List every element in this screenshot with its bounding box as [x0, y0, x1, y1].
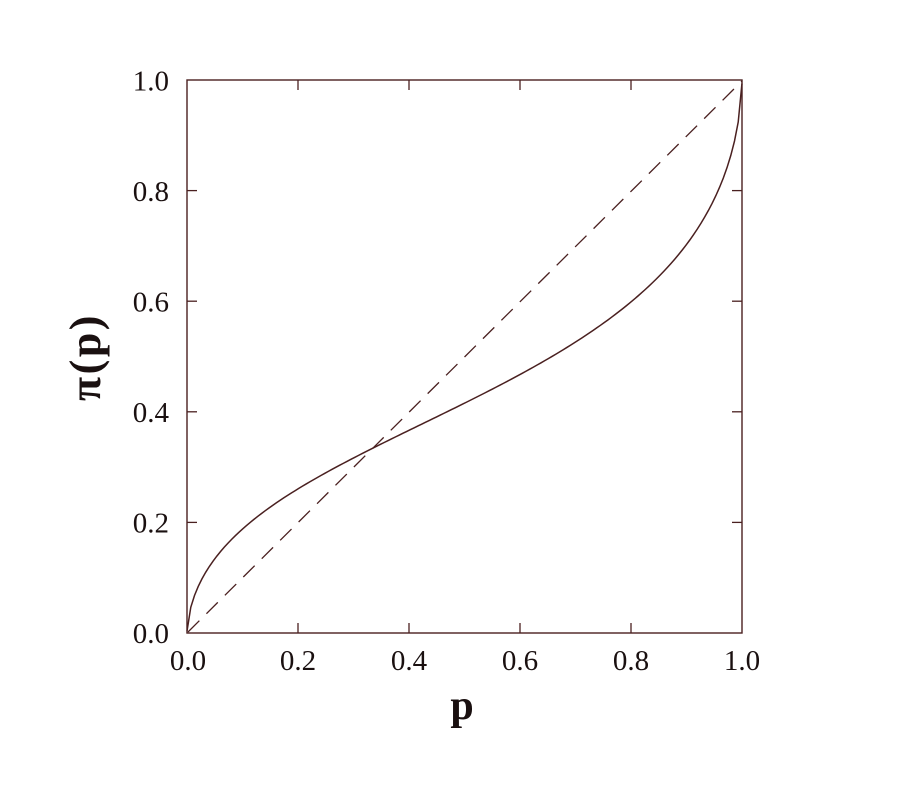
- svg-text:1.0: 1.0: [724, 645, 760, 677]
- svg-text:p: p: [450, 683, 473, 729]
- svg-text:0.6: 0.6: [502, 645, 538, 677]
- svg-text:0.6: 0.6: [133, 287, 169, 319]
- svg-text:0.2: 0.2: [133, 508, 169, 540]
- svg-text:1.0: 1.0: [133, 66, 169, 98]
- svg-text:0.4: 0.4: [391, 645, 428, 677]
- svg-text:0.8: 0.8: [133, 176, 169, 208]
- svg-text:0.4: 0.4: [133, 397, 170, 429]
- svg-text:0.8: 0.8: [613, 645, 649, 677]
- svg-text:0.0: 0.0: [133, 618, 169, 650]
- svg-text:0.2: 0.2: [280, 645, 316, 677]
- svg-text:0.0: 0.0: [170, 645, 206, 677]
- svg-text:π(p): π(p): [61, 313, 110, 401]
